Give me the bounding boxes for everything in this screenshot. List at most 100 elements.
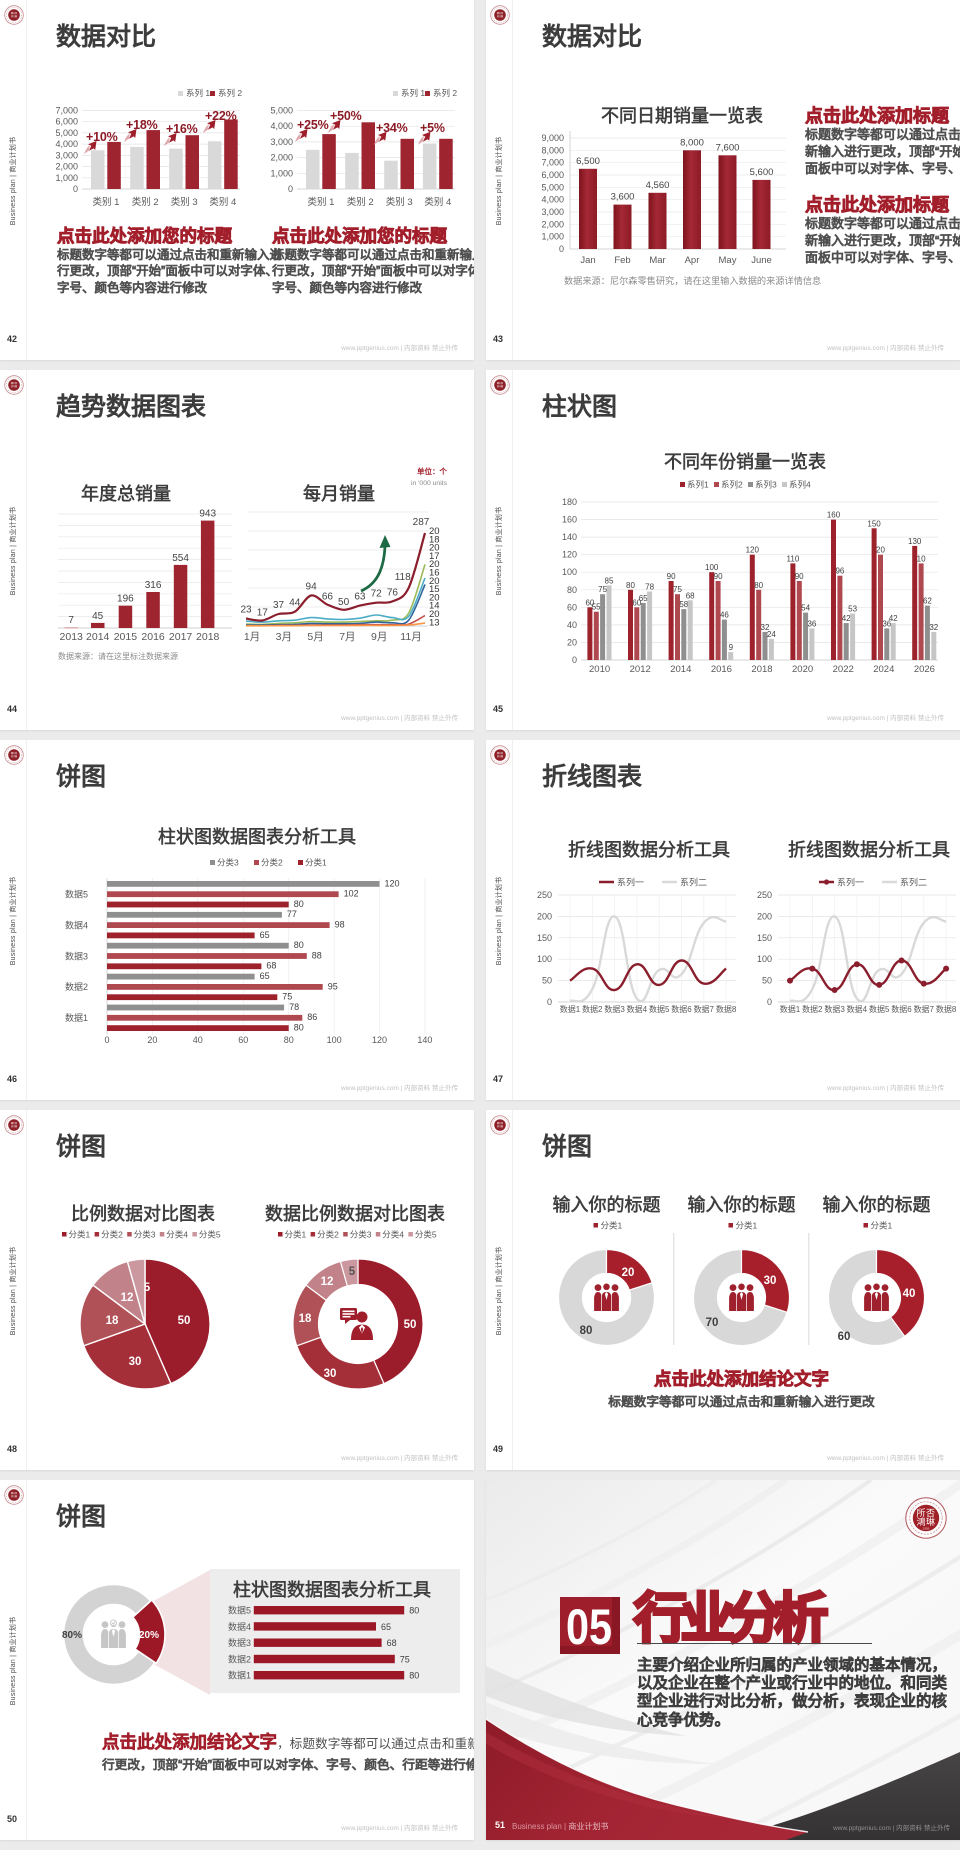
svg-text:23: 23 [240,605,252,616]
svg-text:数据6: 数据6 [891,1004,912,1014]
svg-text:102: 102 [344,889,359,899]
svg-text:40: 40 [903,1288,916,1300]
svg-text:2,000: 2,000 [541,219,564,229]
svg-text:7,000: 7,000 [541,158,564,168]
svg-text:4,560: 4,560 [646,180,670,191]
svg-text:45: 45 [92,611,104,622]
svg-text:Apr: Apr [685,255,700,266]
svg-text:70: 70 [706,1317,719,1329]
svg-text:63: 63 [354,592,366,603]
svg-text:分类1: 分类1 [871,1221,893,1231]
svg-text:数据2: 数据2 [582,1004,603,1014]
svg-text:36: 36 [807,619,816,628]
svg-text:196: 196 [117,594,134,605]
svg-text:不同日期销量一览表: 不同日期销量一览表 [601,106,763,126]
svg-text:36: 36 [882,619,891,628]
svg-text:9: 9 [729,643,734,652]
svg-text:单位：个: 单位：个 [417,466,447,476]
svg-text:100: 100 [327,1035,342,1045]
svg-text:316: 316 [145,580,162,591]
svg-text:2013: 2013 [60,631,84,643]
svg-text:数据3: 数据3 [65,950,88,961]
svg-text:78: 78 [645,583,654,592]
svg-text:17: 17 [257,608,269,619]
svg-text:20: 20 [429,576,440,587]
svg-text:20: 20 [429,526,440,537]
svg-text:输入你的标题: 输入你的标题 [823,1195,931,1215]
svg-text:0: 0 [572,655,577,665]
svg-text:18: 18 [299,1313,312,1325]
svg-text:32: 32 [761,623,770,632]
svg-text:120: 120 [562,550,577,560]
svg-text:系列 1: 系列 1 [186,88,210,98]
svg-text:120: 120 [385,878,400,888]
svg-text:20: 20 [429,609,440,620]
svg-text:系列 1: 系列 1 [401,88,425,98]
svg-text:12: 12 [121,1292,134,1304]
svg-text:37: 37 [273,600,285,611]
svg-text:分类4: 分类4 [166,1230,188,1240]
svg-text:分类5: 分类5 [199,1230,221,1240]
svg-text:30: 30 [764,1275,777,1287]
svg-text:类别 4: 类别 4 [209,196,236,208]
svg-text:3,000: 3,000 [541,207,564,217]
svg-text:柱状图数据图表分析工具: 柱状图数据图表分析工具 [158,827,356,847]
svg-text:120: 120 [372,1035,387,1045]
svg-text:数据2: 数据2 [228,1653,251,1664]
svg-text:76: 76 [387,587,399,598]
svg-text:3,000: 3,000 [55,150,78,160]
svg-text:2014: 2014 [670,664,691,675]
svg-text:分类2: 分类2 [261,858,283,868]
svg-text:数据4: 数据4 [847,1004,868,1014]
svg-text:42: 42 [842,614,851,623]
svg-text:2016: 2016 [141,631,165,643]
svg-text:80: 80 [409,1606,419,1616]
svg-text:94: 94 [306,582,318,593]
svg-text:20: 20 [567,637,577,647]
svg-text:80: 80 [294,1023,304,1033]
svg-text:12: 12 [321,1276,334,1288]
svg-text:分类2: 分类2 [317,1230,339,1240]
svg-text:系列1: 系列1 [687,480,709,490]
svg-text:0: 0 [288,184,293,194]
svg-text:554: 554 [172,553,189,564]
svg-text:1,000: 1,000 [55,173,78,183]
svg-text:65: 65 [381,1622,391,1632]
svg-text:68: 68 [686,591,695,600]
svg-text:20: 20 [429,592,440,603]
svg-text:60: 60 [632,598,641,607]
svg-text:1956: 1956 [923,1527,930,1531]
svg-text:98: 98 [335,920,345,930]
svg-text:数据3: 数据3 [824,1004,845,1014]
svg-text:15: 15 [429,584,440,595]
svg-text:30: 30 [324,1368,337,1380]
svg-text:5,000: 5,000 [270,106,293,116]
svg-text:60: 60 [838,1331,851,1343]
svg-text:5,000: 5,000 [55,128,78,138]
svg-text:2,000: 2,000 [270,153,293,163]
svg-text:0: 0 [73,184,78,194]
svg-text:2014: 2014 [86,631,110,643]
svg-text:130: 130 [908,537,922,546]
svg-text:4,000: 4,000 [55,139,78,149]
svg-text:1,000: 1,000 [541,232,564,242]
svg-text:90: 90 [667,572,676,581]
svg-text:65: 65 [639,594,648,603]
svg-text:50: 50 [178,1315,191,1327]
svg-text:68: 68 [266,961,276,971]
svg-text:100: 100 [705,563,719,572]
svg-text:年度总销量: 年度总销量 [81,484,171,504]
svg-text:2018: 2018 [751,664,772,675]
svg-text:2015: 2015 [114,631,138,643]
svg-text:数据2: 数据2 [65,981,88,992]
svg-text:100: 100 [537,954,552,964]
svg-text:7: 7 [68,615,74,626]
svg-text:分类3: 分类3 [217,858,239,868]
svg-text:类别 2: 类别 2 [347,196,374,208]
svg-text:96: 96 [835,567,844,576]
svg-text:118: 118 [395,572,411,583]
svg-text:60: 60 [585,598,594,607]
svg-text:数据8: 数据8 [936,1004,957,1014]
svg-text:150: 150 [537,933,552,943]
svg-text:150: 150 [867,519,881,528]
